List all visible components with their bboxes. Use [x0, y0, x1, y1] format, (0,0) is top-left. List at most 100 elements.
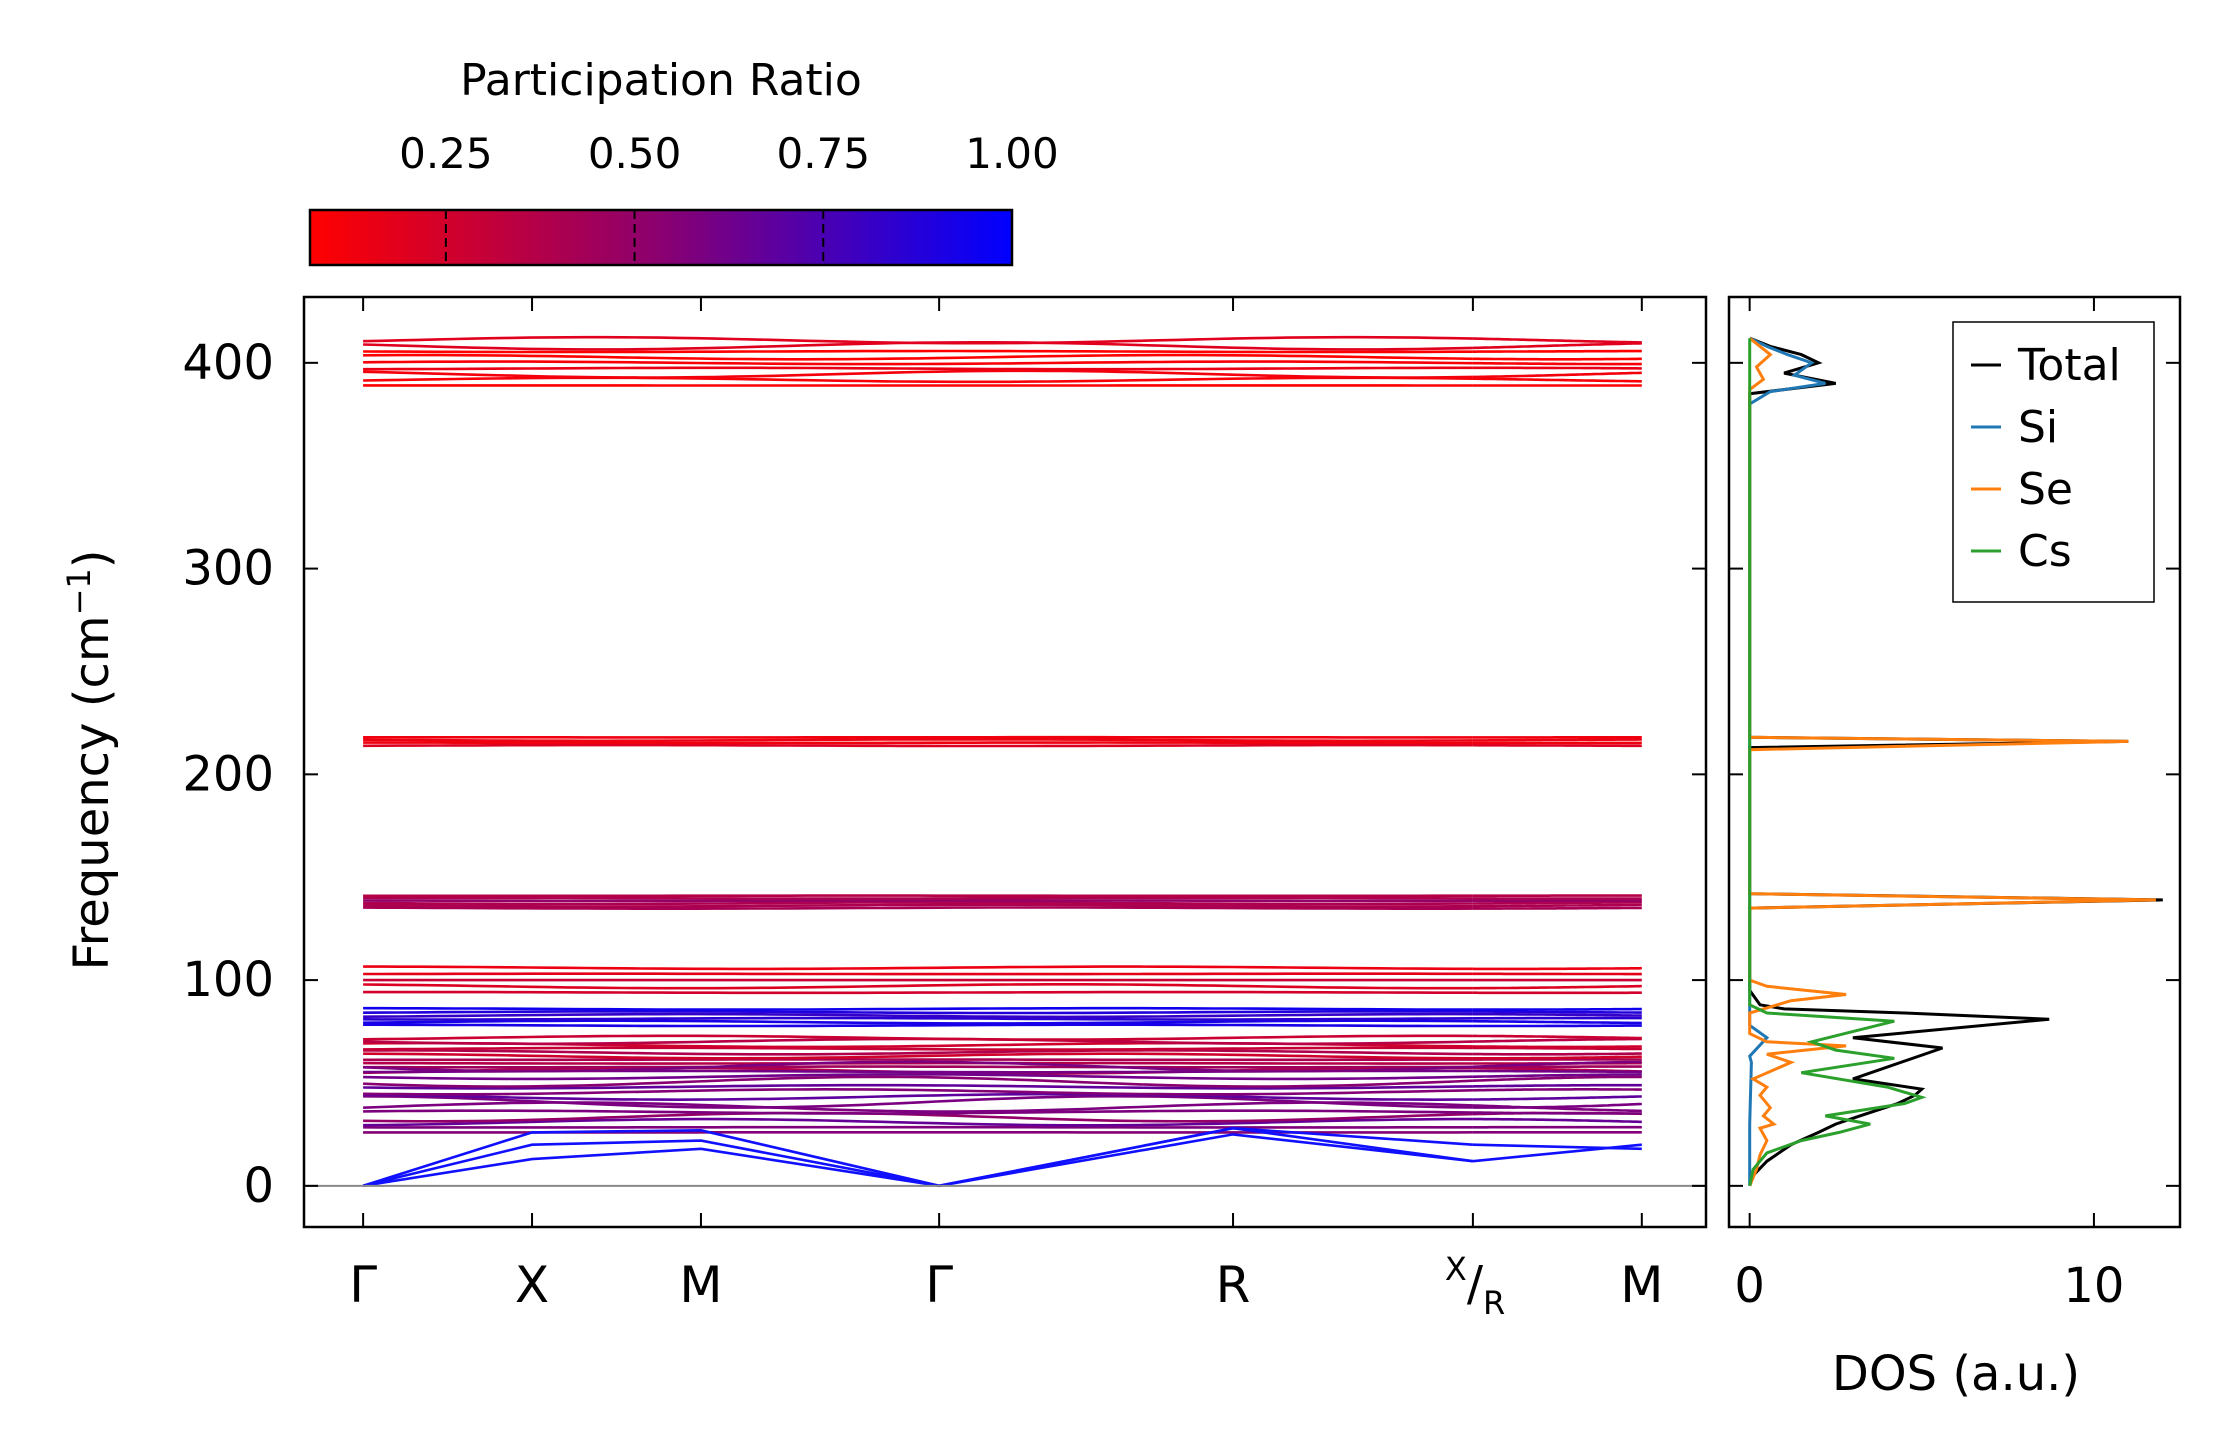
legend-label: Cs	[2018, 526, 2072, 577]
kpoint-label: Γ	[925, 1256, 953, 1314]
kpoint-label: Γ	[349, 1256, 377, 1314]
band-line	[363, 743, 1473, 748]
colorbar-tick-label: 0.50	[588, 129, 682, 178]
band-line	[363, 1065, 1473, 1069]
colorbar-tick-label: 1.00	[965, 129, 1059, 178]
band-line	[1472, 1073, 1642, 1078]
band-line	[1472, 903, 1642, 908]
band-line	[363, 376, 1473, 384]
band-line	[1472, 1088, 1642, 1092]
y-axis-label-main: Frequency (cm	[64, 615, 120, 970]
band-line	[1472, 1102, 1642, 1109]
legend-items: Total Si Se Cs	[1971, 340, 2121, 577]
band-line	[1472, 1007, 1642, 1011]
y-axis-label: Frequency (cm−1)	[60, 549, 120, 970]
band-line	[1472, 366, 1642, 370]
band-line	[1472, 743, 1642, 748]
band-line	[363, 738, 1473, 743]
band-line	[363, 1034, 1473, 1041]
legend-label: Si	[2018, 402, 2058, 453]
band-line	[363, 741, 1473, 745]
dos-frame	[1727, 295, 2182, 1229]
band-line	[1472, 357, 1642, 361]
colorbar-tick-labels: 0.25 0.50 0.75 1.00	[399, 129, 1059, 178]
band-line	[363, 1019, 1473, 1025]
band-line	[1472, 349, 1642, 354]
dos-panel: 0 10 DOS (a.u.) Total Si Se Cs	[1727, 295, 2182, 1402]
band-line	[1472, 377, 1642, 383]
band-line	[1472, 1075, 1642, 1082]
band-line	[363, 1016, 1473, 1021]
band-line	[363, 1109, 1473, 1115]
legend-box	[1952, 321, 2155, 603]
band-line	[363, 1052, 1473, 1060]
colorbar-tick-label: 0.25	[399, 129, 493, 178]
band-line	[363, 1088, 1473, 1096]
band-line	[1472, 1037, 1642, 1043]
dos-curve-cs	[1748, 338, 1927, 1187]
band-line	[363, 1010, 1473, 1015]
band-line	[1472, 901, 1642, 905]
band-line	[363, 369, 1473, 379]
colorbar-ticks	[444, 210, 825, 265]
band-line	[363, 1075, 1473, 1088]
dos-x-tick-label: 10	[2063, 1258, 2124, 1314]
band-line	[1472, 966, 1642, 971]
acoustic-branch	[1472, 1143, 1642, 1163]
band-line	[1472, 342, 1642, 350]
band-line	[363, 1046, 1473, 1051]
kpoint-label: M	[679, 1256, 722, 1314]
y-axis-label-close: )	[64, 549, 120, 568]
band-line	[363, 1060, 1473, 1073]
band-line	[1472, 1069, 1642, 1074]
y-tick-label: 400	[182, 335, 274, 391]
band-line	[363, 965, 1473, 971]
band-line	[1472, 1052, 1642, 1056]
band-line	[363, 1073, 1473, 1081]
kpoint-label: X/R	[1445, 1250, 1505, 1322]
kpoint-label: X	[515, 1256, 549, 1314]
dos-x-tick-label: 0	[1734, 1258, 1765, 1314]
band-line	[1472, 1083, 1642, 1088]
band-line	[363, 990, 1473, 995]
legend-label: Total	[2017, 340, 2121, 391]
band-line	[1472, 1060, 1642, 1069]
band-structure-panel: 0 100 200 300 400 Γ X M Γ R X/R M Frequency (cm−1)	[60, 295, 1708, 1322]
band-line	[363, 1012, 1473, 1019]
band-line	[1472, 1019, 1642, 1025]
band-line	[1472, 1111, 1642, 1115]
band-line	[1472, 984, 1642, 990]
colorbar-tick-label: 0.75	[777, 129, 871, 178]
band-line	[363, 1092, 1473, 1101]
y-tick-label: 100	[182, 952, 274, 1008]
band-lines	[362, 335, 1642, 1188]
dos-x-axis-label: DOS (a.u.)	[1832, 1346, 2080, 1402]
legend: Total Si Se Cs	[1952, 321, 2155, 603]
band-line	[1472, 1034, 1642, 1040]
band-line	[1472, 1095, 1642, 1101]
band-line	[363, 353, 1473, 361]
acoustic-branch	[362, 1133, 1474, 1188]
dos-curve-si	[1748, 336, 1826, 1186]
band-line	[363, 1023, 1473, 1028]
band-line	[1472, 1117, 1642, 1124]
band-line	[363, 1061, 1473, 1065]
band-line	[363, 1006, 1473, 1011]
band-line	[1472, 906, 1642, 910]
band-line	[1472, 738, 1642, 742]
y-tick-label: 0	[243, 1158, 274, 1214]
band-line	[363, 1095, 1473, 1109]
band-line	[1472, 361, 1642, 366]
colorbar-gradient	[308, 208, 1014, 267]
band-line	[1472, 1012, 1642, 1017]
y-tick-label: 200	[182, 746, 274, 802]
acoustic-branch	[362, 1126, 1473, 1188]
colorbar: Participation Ratio 0.25 0.50 0.75 1.00	[308, 55, 1059, 267]
legend-label: Se	[2018, 464, 2073, 515]
band-line	[363, 903, 1473, 908]
y-axis-label-exponent: −1	[60, 568, 98, 615]
band-axes: 0 100 200 300 400 Γ X M Γ R X/R M	[182, 297, 1706, 1322]
band-line	[363, 896, 1473, 900]
band-line	[1472, 1045, 1642, 1049]
